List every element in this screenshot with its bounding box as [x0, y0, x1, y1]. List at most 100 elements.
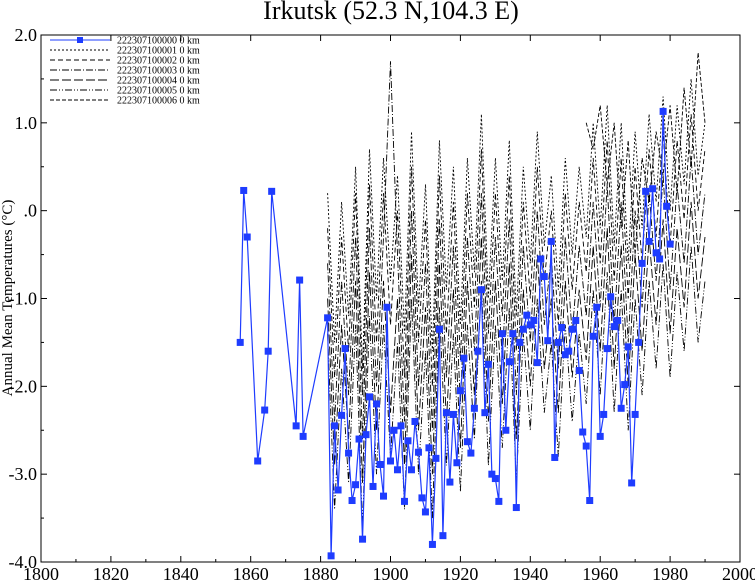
data-point	[292, 422, 300, 430]
x-tick-label: 1860	[233, 564, 269, 584]
x-tick-label: 1980	[652, 564, 688, 584]
data-point	[418, 494, 426, 502]
data-point	[366, 393, 374, 401]
series-line-4	[327, 201, 706, 483]
data-point	[638, 259, 646, 267]
data-point	[477, 286, 485, 294]
data-point	[614, 316, 622, 324]
data-point	[264, 347, 272, 355]
data-point	[435, 325, 443, 333]
data-point	[453, 459, 461, 467]
data-point	[432, 454, 440, 462]
data-point	[481, 409, 489, 417]
data-point	[324, 314, 332, 322]
data-point	[530, 316, 538, 324]
data-point	[526, 321, 534, 329]
data-point	[254, 457, 262, 465]
data-point	[575, 367, 583, 375]
data-point	[495, 497, 503, 505]
data-point	[348, 497, 356, 505]
legend-label: 222307100003 0 km	[117, 66, 200, 77]
data-point	[439, 532, 447, 540]
data-point	[572, 316, 580, 324]
plot-markers	[236, 107, 674, 560]
data-point	[537, 255, 545, 263]
x-tick-label: 1960	[582, 564, 618, 584]
x-tick-label: 1940	[512, 564, 548, 584]
y-tick-label: 1.0	[15, 113, 38, 133]
data-point	[586, 497, 594, 505]
data-point	[411, 417, 419, 425]
data-point	[243, 233, 251, 241]
data-point	[484, 360, 492, 368]
data-point	[236, 338, 244, 346]
data-point	[645, 237, 653, 245]
data-point	[261, 406, 269, 414]
x-tick-label: 1820	[93, 564, 129, 584]
data-point	[393, 466, 401, 474]
x-tick-label: 1800	[23, 564, 59, 584]
y-tick-label: -4.0	[9, 552, 38, 572]
data-point	[579, 428, 587, 436]
legend-label: 222307100001 0 km	[117, 46, 200, 57]
data-point	[659, 107, 667, 115]
legend-label: 222307100000 0 km	[117, 36, 200, 47]
data-point	[446, 478, 454, 486]
data-point	[449, 410, 457, 418]
data-point	[327, 552, 335, 560]
plot-lines	[239, 52, 706, 556]
data-point	[656, 255, 664, 263]
data-point	[600, 410, 608, 418]
data-point	[642, 187, 650, 195]
data-point	[338, 411, 346, 419]
series-line-2	[327, 114, 706, 396]
data-point	[554, 338, 562, 346]
data-point	[509, 330, 517, 338]
data-point	[369, 482, 377, 490]
data-point	[568, 325, 576, 333]
y-tick-label: -2.0	[9, 376, 38, 396]
x-tick-label: 1920	[442, 564, 478, 584]
data-point	[442, 409, 450, 417]
data-point	[331, 422, 339, 430]
data-point	[565, 347, 573, 355]
data-point	[663, 202, 671, 210]
series-line-1	[327, 78, 706, 369]
data-point	[523, 311, 531, 319]
data-point	[593, 303, 601, 311]
chart-title: Irkutsk (52.3 N,104.3 E)	[263, 0, 519, 25]
data-point	[631, 410, 639, 418]
series-line-6	[585, 52, 706, 255]
data-point	[383, 303, 391, 311]
x-tick-label: 2000	[722, 564, 755, 584]
data-point	[561, 351, 569, 359]
legend-label: 222307100005 0 km	[117, 86, 200, 97]
y-tick-label: 2.0	[15, 25, 38, 45]
data-point	[296, 276, 304, 284]
data-point	[421, 508, 429, 516]
x-tick-label: 1840	[163, 564, 199, 584]
data-point	[505, 358, 513, 366]
data-point	[558, 323, 566, 331]
data-point	[516, 338, 524, 346]
data-point	[635, 338, 643, 346]
data-point	[617, 404, 625, 412]
data-point	[355, 435, 363, 443]
y-axis: -4.0 -3.0 -2.0 -1.0 .0 1.0 2.0	[9, 25, 740, 572]
data-point	[547, 237, 555, 245]
data-point	[428, 540, 436, 548]
data-point	[404, 437, 412, 445]
data-point	[649, 185, 657, 193]
data-point	[512, 504, 520, 512]
data-point	[502, 426, 510, 434]
legend-label: 222307100004 0 km	[117, 76, 200, 87]
data-point	[387, 457, 394, 465]
data-point	[425, 444, 433, 452]
data-point	[610, 323, 618, 331]
x-axis: 1800 1820 1840 1860 1880 1900 1920 1940 1960 1980…	[23, 35, 755, 584]
y-tick-label: .0	[24, 201, 38, 221]
data-point	[628, 479, 636, 487]
data-point	[376, 461, 384, 469]
data-point	[491, 475, 499, 483]
